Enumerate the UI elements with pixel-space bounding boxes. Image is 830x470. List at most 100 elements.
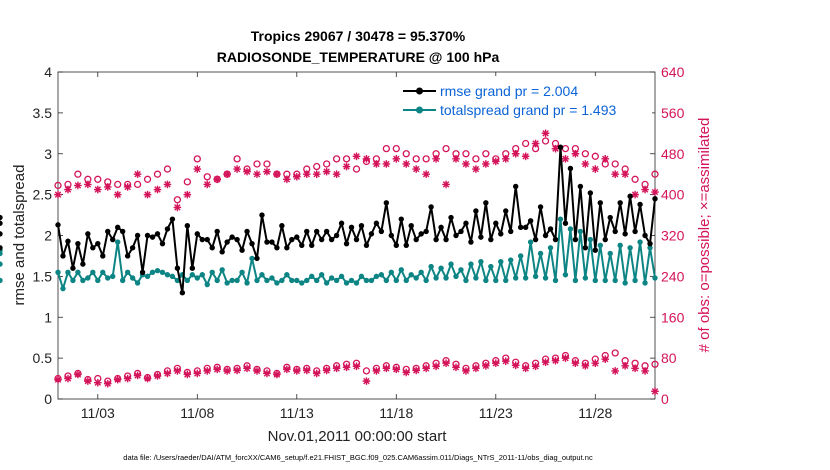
- rmse-point: [229, 234, 235, 240]
- possible-obs-marker: [133, 180, 142, 189]
- rmse-point: [333, 232, 340, 239]
- y-right-tick-label: 400: [661, 187, 685, 203]
- assimilated-obs-marker: [84, 377, 92, 385]
- rmse-point: [174, 265, 181, 271]
- data-file-footer: data file: /Users/raeder/DAI/ATM_forcXX/…: [123, 453, 593, 462]
- totalspread-point: [517, 253, 524, 259]
- rmse-point: [592, 247, 598, 253]
- assimilated-obs-marker: [293, 367, 301, 375]
- totalspread-point: [219, 267, 225, 273]
- assimilated-obs-marker: [342, 162, 351, 171]
- assimilated-obs-marker: [541, 129, 550, 138]
- totalspread-point: [80, 277, 86, 284]
- rmse-point: [572, 236, 579, 243]
- possible-obs-marker: [651, 360, 659, 368]
- totalspread-point: [264, 277, 270, 284]
- assimilated-obs-marker: [372, 160, 381, 168]
- assimilated-obs-marker: [551, 144, 560, 153]
- rmse-point: [0, 231, 3, 237]
- possible-obs-marker: [153, 170, 162, 178]
- totalspread-point: [577, 228, 584, 235]
- assimilated-obs-marker: [243, 167, 251, 176]
- totalspread-point: [124, 269, 131, 275]
- assimilated-obs-marker: [233, 165, 241, 173]
- rmse-point: [642, 232, 648, 239]
- rmse-point: [493, 220, 499, 226]
- totalspread-point: [254, 277, 260, 284]
- totalspread-point: [214, 277, 220, 284]
- assimilated-obs-marker: [432, 362, 440, 371]
- rmse-point: [219, 249, 225, 255]
- rmse-point: [189, 265, 196, 271]
- totalspread-point: [572, 277, 579, 284]
- rmse-point: [587, 190, 594, 196]
- totalspread-point: [299, 280, 305, 286]
- assimilated-obs-marker: [412, 165, 420, 173]
- possible-obs-marker: [322, 160, 331, 168]
- totalspread-point: [498, 258, 504, 265]
- totalspread-point: [597, 242, 603, 249]
- rmse-point: [398, 216, 404, 222]
- assimilated-obs-marker: [84, 180, 92, 189]
- totalspread-point: [418, 269, 424, 275]
- rmse-point: [438, 224, 444, 231]
- totalspread-point: [159, 269, 166, 275]
- possible-obs-marker: [611, 349, 619, 357]
- assimilated-obs-marker: [183, 370, 192, 379]
- totalspread-point: [269, 275, 275, 281]
- possible-obs-marker: [54, 181, 62, 190]
- totalspread-point: [612, 277, 618, 284]
- assimilated-obs-marker: [541, 358, 550, 367]
- rmse-point: [85, 231, 91, 237]
- assimilated-obs-marker: [442, 359, 450, 368]
- totalspread-point: [284, 272, 290, 278]
- possible-obs-marker: [74, 170, 82, 178]
- possible-obs-marker: [173, 196, 182, 204]
- obs-count-markers: [54, 129, 659, 396]
- assimilated-obs-marker: [492, 359, 500, 368]
- possible-obs-marker: [382, 144, 391, 153]
- totalspread-point: [348, 277, 355, 284]
- assimilated-obs-marker: [442, 180, 450, 189]
- assimilated-obs-marker: [591, 165, 600, 173]
- y-right-tick-label: 320: [661, 228, 685, 244]
- rmse-point: [358, 222, 365, 229]
- assimilated-obs-marker: [163, 180, 172, 189]
- assimilated-obs-marker: [611, 170, 619, 178]
- totalspread-point: [602, 277, 608, 284]
- assimilated-obs-marker: [501, 357, 510, 365]
- assimilated-obs-marker: [641, 185, 649, 194]
- rmse-point: [70, 265, 76, 271]
- assimilated-obs-marker: [273, 170, 281, 178]
- totalspread-point: [70, 277, 76, 284]
- totalspread-point: [289, 277, 295, 284]
- rmse-point: [60, 253, 66, 259]
- totalspread-point: [0, 250, 3, 257]
- assimilated-obs-marker: [571, 359, 580, 368]
- rmse-point: [348, 224, 355, 231]
- totalspread-point: [622, 280, 628, 286]
- totalspread-point: [433, 275, 439, 281]
- assimilated-obs-marker: [233, 366, 241, 375]
- rmse-point: [517, 224, 524, 231]
- rmse-point: [383, 200, 390, 206]
- rmse-point: [144, 232, 151, 239]
- rmse-point: [224, 239, 230, 245]
- totalspread-point: [0, 277, 3, 284]
- rmse-point: [259, 212, 265, 218]
- totalspread-point: [408, 272, 414, 278]
- rmse-point: [134, 232, 141, 239]
- assimilated-obs-marker: [392, 365, 401, 374]
- assimilated-obs-marker: [203, 180, 212, 189]
- totalspread-point: [513, 275, 519, 281]
- y-tick-label: 3: [44, 146, 52, 162]
- chart-subtitle: RADIOSONDE_TEMPERATURE @ 100 hPa: [217, 49, 500, 65]
- assimilated-obs-marker: [283, 365, 291, 374]
- y-tick-label: 1.5: [33, 268, 53, 284]
- rmse-point: [304, 228, 310, 235]
- rmse-point: [503, 208, 509, 214]
- assimilated-obs-marker: [312, 170, 321, 178]
- totalspread-point: [95, 277, 101, 284]
- x-tick-label: 11/18: [379, 405, 413, 421]
- rmse-point: [214, 228, 220, 235]
